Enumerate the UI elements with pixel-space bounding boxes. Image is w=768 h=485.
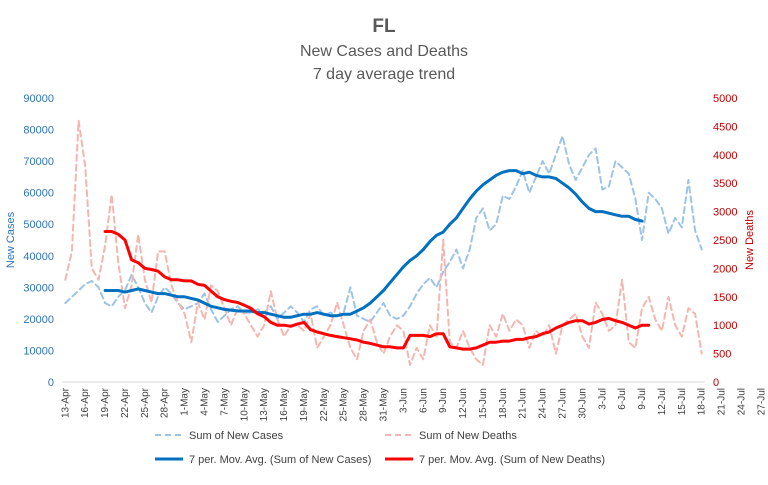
x-tick-label: 16-May: [279, 388, 290, 421]
y-tick-label-right: 2000: [713, 263, 737, 275]
x-tick-label: 27-Jun: [558, 388, 569, 419]
x-tick-label: 21-Jun: [518, 388, 529, 419]
x-tick-label: 21-Jul: [717, 388, 728, 415]
y-axis-left-label: New Cases: [5, 211, 17, 268]
y-tick-label-right: 4500: [713, 121, 737, 133]
series-line-4: [103, 230, 651, 351]
chart-subtitle-line-1: New Cases and Deaths: [300, 43, 468, 60]
x-tick-label: 25-May: [339, 388, 350, 421]
chart-subtitle-line-2: 7 day average trend: [313, 66, 455, 83]
x-tick-label: 15-Jul: [677, 388, 688, 415]
x-tick-label: 7-May: [219, 388, 230, 416]
x-tick-label: 19-May: [299, 388, 310, 421]
y-tick-label-left: 30000: [23, 282, 54, 294]
y-axis-right-label: New Deaths: [744, 210, 756, 270]
x-tick-label: 24-Jul: [737, 388, 748, 415]
x-tick-label: 28-May: [359, 388, 370, 421]
x-tick-label: 27-Jul: [756, 388, 767, 415]
x-tick-label: 9-Jun: [438, 388, 449, 413]
legend-label: 7 per. Mov. Avg. (Sum of New Deaths): [419, 454, 605, 466]
x-tick-label: 15-Jun: [478, 388, 489, 419]
x-tick-label: 10-May: [239, 388, 250, 421]
x-tick-label: 31-May: [379, 388, 390, 421]
x-tick-label: 6-Jul: [617, 388, 628, 410]
y-tick-labels: 0100002000030000400005000060000700008000…: [23, 93, 737, 389]
x-tick-label: 9-Jul: [637, 388, 648, 410]
x-tick-label: 18-Jun: [498, 388, 509, 419]
y-tick-label-left: 60000: [23, 188, 54, 200]
x-tick-label: 28-Apr: [160, 387, 171, 418]
x-tick-label: 13-Apr: [60, 387, 71, 418]
y-tick-label-right: 5000: [713, 93, 737, 105]
y-tick-label-right: 1000: [713, 320, 737, 332]
y-tick-label-right: 3000: [713, 207, 737, 219]
y-tick-label-right: 1500: [713, 292, 737, 304]
y-tick-label-left: 40000: [23, 251, 54, 263]
y-tick-label-right: 2500: [713, 235, 737, 247]
x-tick-label: 6-Jun: [418, 388, 429, 413]
y-tick-label-left: 0: [48, 377, 54, 389]
chart-title: FL: [372, 16, 396, 37]
y-tick-label-right: 500: [713, 349, 731, 361]
x-tick-label: 30-Jun: [577, 388, 588, 419]
legend: Sum of New Cases Sum of New Deaths 7 per. …: [155, 430, 605, 466]
x-tick-label: 22-Apr: [120, 387, 131, 418]
x-tick-label: 22-May: [319, 388, 330, 421]
legend-label: Sum of New Deaths: [419, 430, 517, 442]
x-tick-label: 25-Apr: [140, 387, 151, 418]
y-tick-label-right: 3500: [713, 178, 737, 190]
legend-label: Sum of New Cases: [189, 430, 284, 442]
y-tick-label-left: 50000: [23, 219, 54, 231]
y-tick-label-left: 80000: [23, 125, 54, 137]
x-tick-label: 12-Jul: [657, 388, 668, 415]
x-tick-label: 3-Jul: [597, 388, 608, 410]
x-tick-label: 18-Jul: [697, 388, 708, 415]
x-tick-label: 13-May: [259, 388, 270, 421]
x-tick-label: 19-Apr: [100, 387, 111, 418]
y-tick-label-left: 70000: [23, 156, 54, 168]
y-tick-label-left: 20000: [23, 314, 54, 326]
x-tick-label: 12-Jun: [458, 388, 469, 419]
y-tick-label-left: 10000: [23, 345, 54, 357]
legend-label: 7 per. Mov. Avg. (Sum of New Cases): [189, 454, 371, 466]
x-tick-label: 16-Apr: [80, 387, 91, 418]
x-tick-labels: 13-Apr 16-Apr 19-Apr 22-Apr 25-Apr 28-Apr 1-Ma…: [60, 387, 767, 421]
series-line-1: [64, 134, 703, 323]
y-tick-label-right: 4000: [713, 150, 737, 162]
series-line-3: [103, 169, 644, 319]
y-tick-label-left: 90000: [23, 93, 54, 105]
series-lines: [64, 119, 703, 366]
x-tick-label: 24-Jun: [538, 388, 549, 419]
x-tick-label: 1-May: [180, 388, 191, 416]
x-tick-label: 4-May: [200, 388, 211, 416]
series-line-2: [64, 119, 703, 366]
x-tick-label: 3-Jun: [398, 388, 409, 413]
y-tick-label-right: 0: [713, 377, 719, 389]
